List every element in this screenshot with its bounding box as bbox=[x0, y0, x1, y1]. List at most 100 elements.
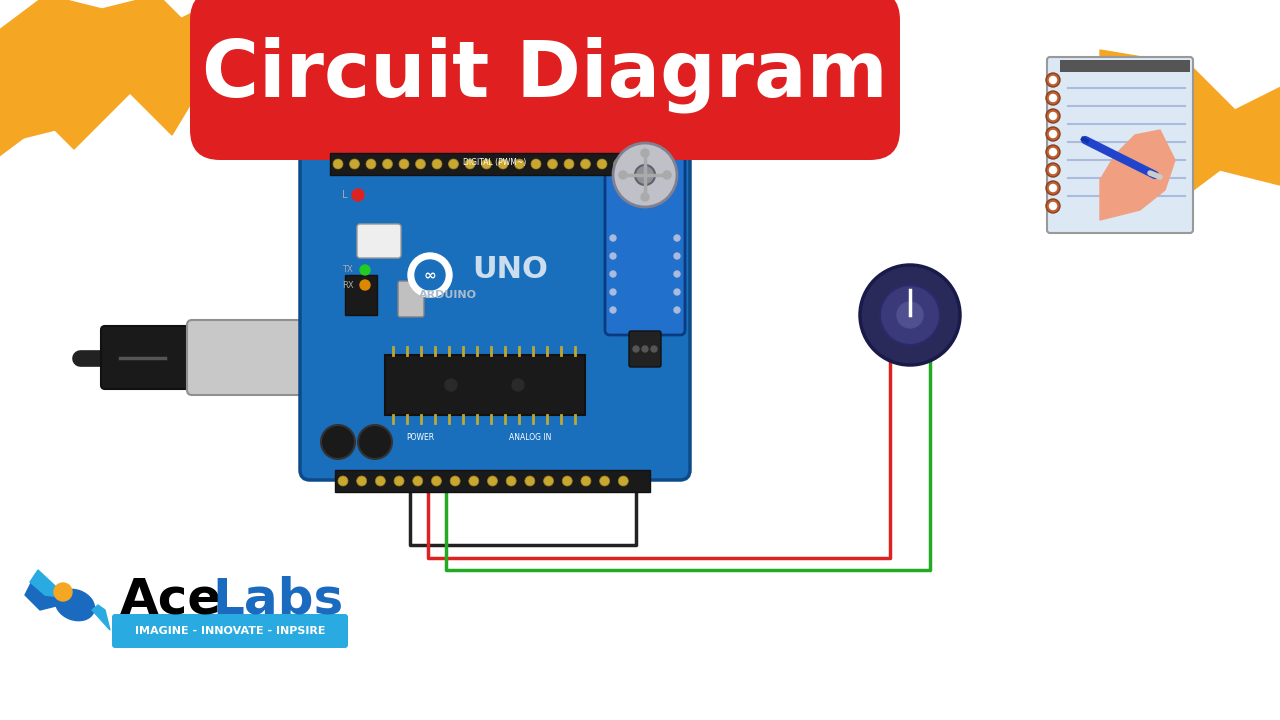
Text: POWER: POWER bbox=[406, 433, 434, 443]
Circle shape bbox=[1046, 199, 1060, 213]
Circle shape bbox=[352, 189, 364, 201]
Circle shape bbox=[611, 289, 616, 295]
Ellipse shape bbox=[55, 590, 95, 621]
Circle shape bbox=[1046, 127, 1060, 141]
Text: L: L bbox=[342, 190, 347, 200]
Polygon shape bbox=[131, 9, 200, 93]
Circle shape bbox=[481, 159, 492, 169]
FancyBboxPatch shape bbox=[300, 140, 690, 480]
Circle shape bbox=[465, 159, 475, 169]
Circle shape bbox=[399, 159, 410, 169]
Polygon shape bbox=[92, 605, 110, 630]
Circle shape bbox=[1046, 109, 1060, 123]
Text: Labs: Labs bbox=[212, 576, 343, 624]
Circle shape bbox=[1046, 181, 1060, 195]
Circle shape bbox=[634, 346, 639, 352]
Circle shape bbox=[652, 346, 657, 352]
Circle shape bbox=[433, 159, 442, 169]
Circle shape bbox=[358, 425, 392, 459]
Circle shape bbox=[54, 583, 72, 601]
Circle shape bbox=[531, 159, 541, 169]
Circle shape bbox=[415, 260, 445, 290]
Circle shape bbox=[611, 235, 616, 241]
Circle shape bbox=[641, 149, 649, 157]
Bar bbox=[1060, 60, 1190, 72]
Circle shape bbox=[366, 159, 376, 169]
Text: ∞: ∞ bbox=[424, 268, 436, 282]
Circle shape bbox=[1050, 202, 1056, 210]
Polygon shape bbox=[26, 575, 70, 610]
FancyBboxPatch shape bbox=[1047, 57, 1193, 233]
FancyBboxPatch shape bbox=[113, 614, 348, 648]
Circle shape bbox=[431, 476, 442, 486]
Circle shape bbox=[383, 159, 393, 169]
Text: ARDUINO: ARDUINO bbox=[419, 290, 477, 300]
Circle shape bbox=[581, 159, 590, 169]
Polygon shape bbox=[0, 0, 214, 163]
Circle shape bbox=[675, 289, 680, 295]
Text: UNO: UNO bbox=[472, 256, 548, 284]
Circle shape bbox=[1046, 73, 1060, 87]
Circle shape bbox=[1050, 112, 1056, 120]
Circle shape bbox=[515, 159, 525, 169]
FancyBboxPatch shape bbox=[187, 320, 317, 395]
Circle shape bbox=[613, 143, 677, 207]
Circle shape bbox=[646, 159, 657, 169]
Circle shape bbox=[618, 476, 628, 486]
FancyBboxPatch shape bbox=[189, 0, 900, 160]
FancyBboxPatch shape bbox=[605, 125, 685, 335]
Circle shape bbox=[548, 159, 558, 169]
Circle shape bbox=[1046, 145, 1060, 159]
FancyBboxPatch shape bbox=[101, 326, 197, 389]
Bar bbox=[330, 153, 660, 175]
Circle shape bbox=[375, 476, 385, 486]
Polygon shape bbox=[0, 40, 55, 140]
Circle shape bbox=[448, 159, 458, 169]
Circle shape bbox=[1050, 166, 1056, 174]
Circle shape bbox=[675, 235, 680, 241]
FancyBboxPatch shape bbox=[357, 224, 401, 258]
Circle shape bbox=[498, 159, 508, 169]
Circle shape bbox=[675, 271, 680, 277]
Circle shape bbox=[1050, 130, 1056, 138]
Circle shape bbox=[321, 425, 355, 459]
Text: Ace: Ace bbox=[120, 576, 223, 624]
Text: RX: RX bbox=[342, 281, 353, 289]
Circle shape bbox=[512, 379, 524, 391]
Bar bbox=[335, 470, 650, 492]
Circle shape bbox=[663, 171, 671, 179]
Circle shape bbox=[643, 346, 648, 352]
FancyBboxPatch shape bbox=[398, 281, 424, 317]
Text: TX: TX bbox=[342, 266, 353, 274]
Circle shape bbox=[408, 253, 452, 297]
Circle shape bbox=[488, 476, 498, 486]
Polygon shape bbox=[1100, 130, 1175, 220]
Circle shape bbox=[445, 379, 457, 391]
Circle shape bbox=[506, 476, 516, 486]
Polygon shape bbox=[29, 570, 68, 598]
Circle shape bbox=[360, 280, 370, 290]
Circle shape bbox=[338, 476, 348, 486]
Text: ANALOG IN: ANALOG IN bbox=[509, 433, 552, 443]
Text: DIGITAL (PWM~): DIGITAL (PWM~) bbox=[463, 158, 526, 166]
Circle shape bbox=[675, 307, 680, 313]
Bar bbox=[385, 355, 585, 415]
Circle shape bbox=[394, 476, 404, 486]
Circle shape bbox=[1050, 76, 1056, 84]
Text: IMAGINE - INNOVATE - INPSIRE: IMAGINE - INNOVATE - INPSIRE bbox=[134, 626, 325, 636]
Circle shape bbox=[630, 159, 640, 169]
Circle shape bbox=[1050, 184, 1056, 192]
Circle shape bbox=[620, 171, 627, 179]
Circle shape bbox=[196, 54, 218, 76]
Circle shape bbox=[564, 159, 573, 169]
Circle shape bbox=[611, 307, 616, 313]
Circle shape bbox=[349, 159, 360, 169]
Circle shape bbox=[611, 271, 616, 277]
Circle shape bbox=[599, 476, 609, 486]
Circle shape bbox=[641, 193, 649, 201]
Circle shape bbox=[333, 159, 343, 169]
Circle shape bbox=[596, 159, 607, 169]
Circle shape bbox=[860, 265, 960, 365]
Circle shape bbox=[468, 476, 479, 486]
Bar bbox=[346, 275, 378, 315]
